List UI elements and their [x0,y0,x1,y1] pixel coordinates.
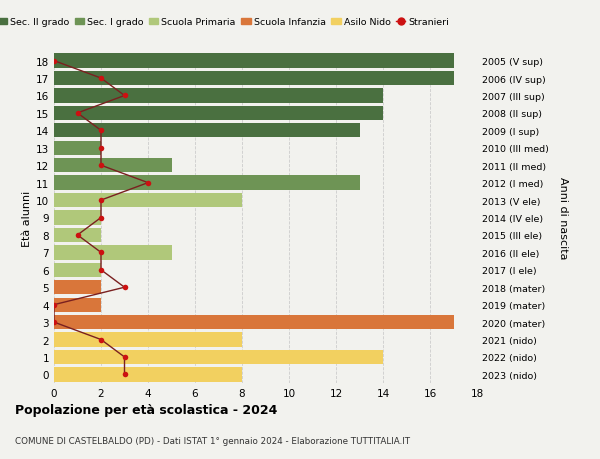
Point [96,145,106,152]
Bar [54,176,359,190]
Bar [54,194,242,208]
Point [49,58,59,65]
Bar [54,350,383,364]
Point [96,162,106,169]
Point [96,197,106,204]
Bar [54,159,172,173]
Bar [54,315,454,330]
Point [120,93,130,100]
Y-axis label: Età alunni: Età alunni [22,190,32,246]
Y-axis label: Anni di nascita: Anni di nascita [558,177,568,259]
Point [120,371,130,378]
Point [143,179,153,187]
Bar [54,368,242,382]
Bar [54,246,172,260]
Bar [54,280,101,295]
Point [49,301,59,308]
Point [96,128,106,135]
Bar [54,124,359,138]
Bar [54,211,101,225]
Bar [54,54,454,68]
Point [120,284,130,291]
Point [96,336,106,343]
Point [120,353,130,361]
Bar [54,141,101,156]
Point [96,214,106,222]
Bar [54,89,383,103]
Point [73,232,82,239]
Text: Popolazione per età scolastica - 2024: Popolazione per età scolastica - 2024 [15,403,277,416]
Bar [54,333,242,347]
Bar [54,263,101,277]
Point [96,267,106,274]
Text: COMUNE DI CASTELBALDO (PD) - Dati ISTAT 1° gennaio 2024 - Elaborazione TUTTITALI: COMUNE DI CASTELBALDO (PD) - Dati ISTAT … [15,436,410,445]
Bar [54,106,383,121]
Legend: Sec. II grado, Sec. I grado, Scuola Primaria, Scuola Infanzia, Asilo Nido, Stran: Sec. II grado, Sec. I grado, Scuola Prim… [0,15,453,31]
Bar [54,298,101,312]
Point [49,319,59,326]
Point [96,249,106,257]
Bar [54,228,101,242]
Point [96,75,106,83]
Bar [54,72,454,86]
Point [73,110,82,118]
